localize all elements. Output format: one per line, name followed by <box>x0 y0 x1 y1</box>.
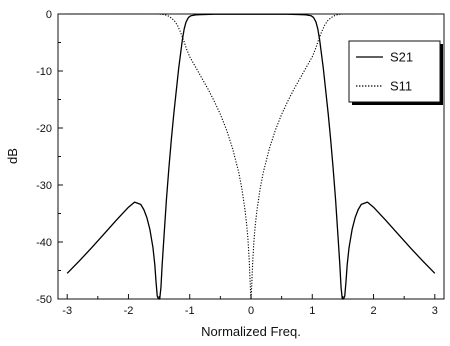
series-s11-line <box>67 13 435 300</box>
x-tick-label: -3 <box>62 305 72 317</box>
x-tick-label: 3 <box>432 305 438 317</box>
legend: S21 S11 <box>348 40 443 105</box>
y-tick-label: 0 <box>46 9 52 21</box>
y-tick-label: -30 <box>36 180 52 192</box>
x-tick-label: 0 <box>248 305 254 317</box>
x-axis-title: Normalized Freq. <box>201 324 301 339</box>
x-tick-label: -1 <box>185 305 195 317</box>
y-axis-title: dB <box>5 148 20 164</box>
y-tick-label: -50 <box>36 294 52 306</box>
y-tick-label: -10 <box>36 66 52 78</box>
legend-s21-label: S21 <box>390 50 413 65</box>
x-tick-label: 1 <box>309 305 315 317</box>
tick-labels: -3 -2 -1 0 1 2 30-10-20-30-40-50 <box>36 9 438 317</box>
x-tick-label: -2 <box>124 305 134 317</box>
series <box>66 13 436 300</box>
y-tick-label: -20 <box>36 123 52 135</box>
y-tick-label: -40 <box>36 237 52 249</box>
x-tick-label: 2 <box>370 305 376 317</box>
series-s21-line <box>66 13 436 300</box>
legend-box <box>348 40 441 103</box>
legend-s11-label: S11 <box>390 79 412 94</box>
